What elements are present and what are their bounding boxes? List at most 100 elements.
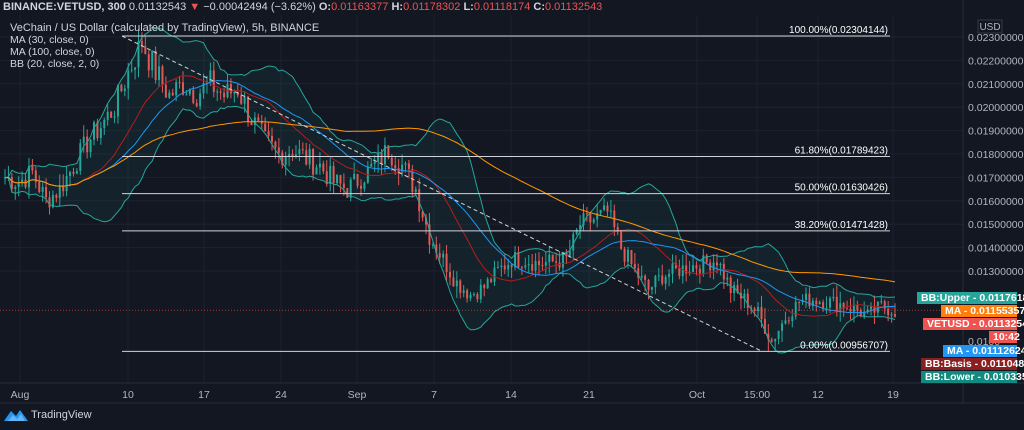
candle-body [835, 296, 838, 311]
last-price: 0.01132543 [128, 1, 187, 13]
candle-body [654, 276, 657, 288]
candle-body [561, 252, 564, 268]
candle-body [640, 275, 643, 278]
low-value: 0.01118174 [473, 1, 531, 13]
candle-body [808, 293, 811, 307]
tradingview-logo[interactable]: TradingView [4, 408, 92, 422]
candle-body [38, 181, 41, 192]
logo-text: TradingView [31, 409, 92, 421]
candle-body [698, 268, 701, 274]
candle-body [51, 194, 54, 208]
candle-body [21, 179, 24, 184]
candle-body [633, 264, 636, 269]
candle-body [544, 262, 547, 266]
candle-body [781, 323, 784, 331]
candle-body [116, 84, 119, 117]
candle-body [599, 209, 602, 214]
candle-body [168, 92, 171, 98]
close-value: 0.01132543 [545, 1, 603, 13]
price-label-bbupper: BB:Upper - 0.01176185 [917, 292, 1024, 304]
candle-body [524, 265, 527, 268]
candle-body [849, 308, 852, 312]
candle-body [72, 171, 75, 174]
candle-body [579, 225, 582, 230]
legend-ma30[interactable]: MA (30, close, 0) [10, 34, 89, 46]
symbol-name: BINANCE:VETUSD, 300 [3, 1, 126, 13]
price-label-ma: MA - 0.01112624 [943, 345, 1024, 357]
candle-body [637, 268, 640, 278]
price-tick: 0.02100000 [968, 79, 1024, 91]
candle-body [695, 265, 698, 269]
candle-body [298, 149, 301, 155]
candle-body [890, 314, 893, 316]
date-tick: 14 [505, 389, 517, 401]
candle-body [236, 91, 239, 96]
candle-body [27, 166, 30, 188]
candle-body [805, 293, 807, 300]
candle-body [264, 123, 267, 132]
legend-ma100[interactable]: MA (100, close, 0) [10, 46, 95, 58]
candle-body [438, 253, 441, 258]
candle-body [503, 265, 506, 270]
candle-body [322, 163, 325, 172]
candle-body [442, 253, 445, 258]
candle-body [716, 262, 718, 266]
candle-body [14, 187, 17, 189]
high-label: H: [391, 1, 404, 13]
candle-body [866, 309, 869, 312]
price-tick: 0.01300000 [968, 266, 1024, 278]
candle-body [93, 122, 95, 140]
candle-body [113, 116, 116, 118]
candle-body [733, 285, 736, 294]
tradingview-logo-icon [4, 410, 28, 421]
candle-body [336, 175, 339, 184]
candle-body [527, 264, 530, 266]
candle-body [883, 301, 886, 309]
candle-body [798, 301, 801, 303]
fib-level-label: 0.00%(0.00956707) [800, 340, 888, 351]
candle-body [79, 143, 82, 171]
candle-body [671, 263, 674, 274]
candle-body [10, 177, 13, 189]
date-tick: 10 [122, 389, 134, 401]
candle-body [387, 145, 390, 158]
candle-body [247, 96, 250, 123]
candle-body [828, 298, 831, 308]
candle-body [154, 50, 157, 80]
candle-body [216, 91, 219, 93]
candle-body [596, 213, 599, 220]
candle-body [709, 262, 712, 271]
fib-level-label: 50.00%(0.01630426) [795, 183, 888, 194]
candle-body [565, 252, 568, 257]
candle-body [575, 229, 578, 235]
candle-body [449, 272, 451, 278]
candle-body [705, 255, 708, 263]
candle-body [164, 84, 167, 98]
legend-bb[interactable]: BB (20, close, 2, 0) [10, 58, 100, 70]
candle-body [185, 94, 188, 96]
price-change: −0.00042494 (−3.62%) [203, 1, 316, 13]
candle-body [182, 82, 184, 95]
candle-body [863, 311, 866, 317]
candle-body [404, 163, 407, 165]
price-tick: 0.02300000 [968, 32, 1024, 44]
candle-body [89, 139, 92, 153]
candle-body [627, 250, 629, 262]
candle-body [99, 128, 102, 139]
chart-title: VeChain / US Dollar (calculated by Tradi… [10, 22, 320, 34]
date-tick: 15:00 [744, 389, 770, 401]
candle-body [137, 41, 140, 68]
candle-body [349, 179, 352, 198]
date-tick: Sep [348, 389, 367, 401]
candle-body [86, 136, 89, 153]
candle-body [746, 293, 749, 308]
candle-body [572, 234, 575, 251]
candle-body [822, 302, 825, 309]
candle-body [312, 149, 315, 175]
candle-body [250, 122, 253, 126]
fib-level-label: 61.80%(0.01789423) [795, 145, 888, 156]
candle-body [373, 161, 376, 164]
candle-body [486, 279, 489, 289]
candle-body [158, 66, 161, 80]
